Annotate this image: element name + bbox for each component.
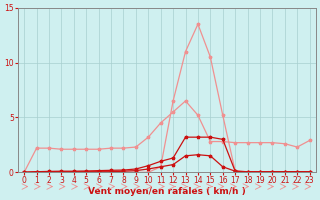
X-axis label: Vent moyen/en rafales ( km/h ): Vent moyen/en rafales ( km/h ) [88,187,246,196]
